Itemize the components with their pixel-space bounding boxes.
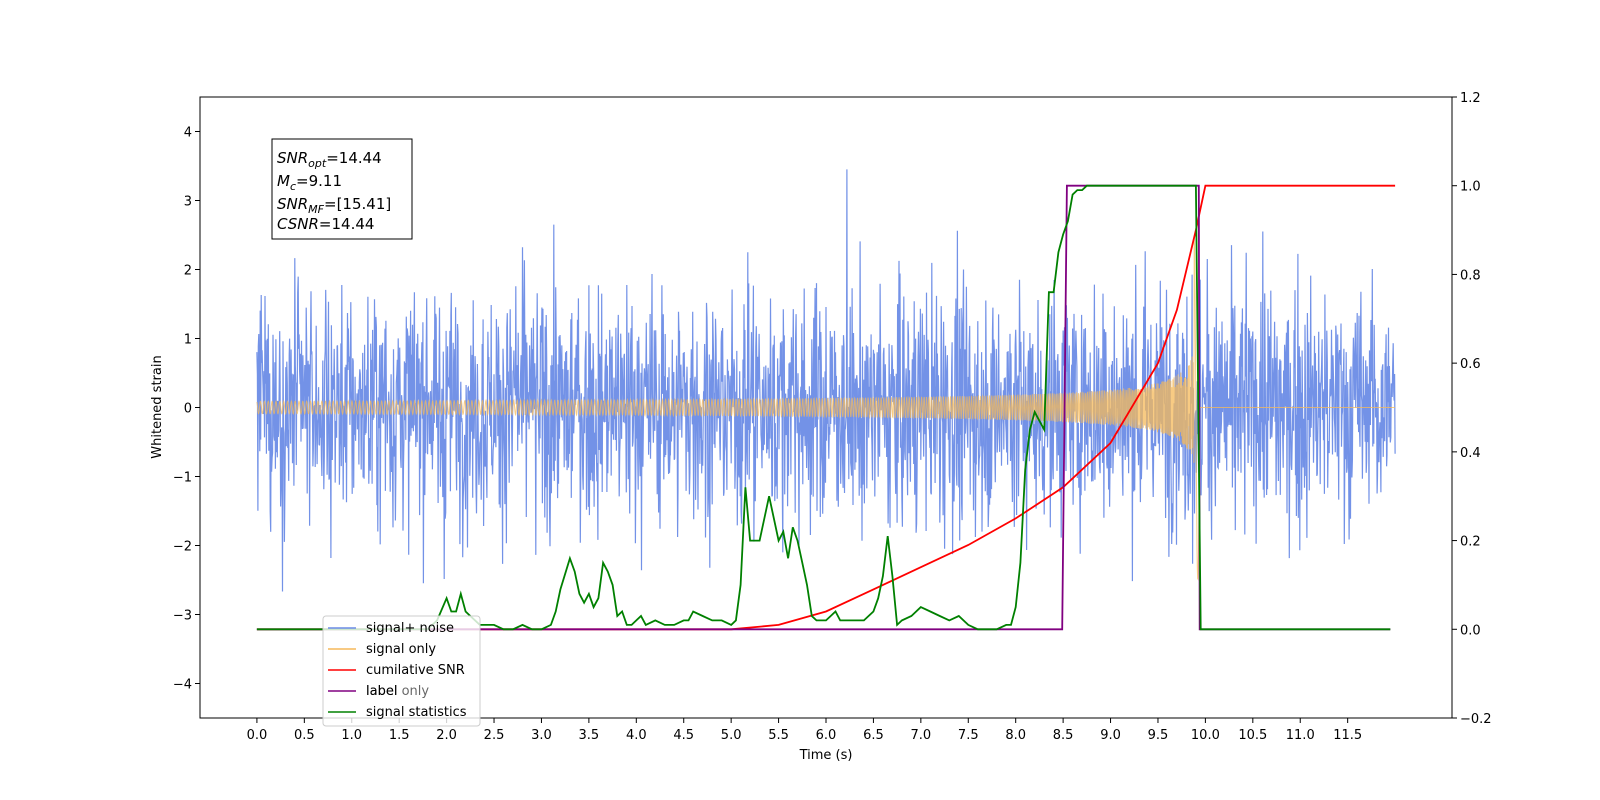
x-tick-label: 0.5 <box>294 728 315 743</box>
x-tick-label: 3.5 <box>579 728 600 743</box>
legend-label: cumilative SNR <box>366 663 465 678</box>
x-tick-label: 5.0 <box>721 728 742 743</box>
series-signal-statistics <box>256 184 1391 631</box>
x-tick-label: 1.5 <box>389 728 410 743</box>
legend: signal+ noise signal only cumilative SNR… <box>322 615 481 727</box>
legend-entry-signal-noise: signal+ noise <box>328 621 454 636</box>
y2-tick-label: 0.4 <box>1460 446 1481 461</box>
annotation-mc: Mc=9.11 <box>277 172 342 193</box>
series-cumulative-snr <box>256 184 1396 631</box>
legend-hidden-label: label only <box>366 684 429 699</box>
y2-tick-label: 0.6 <box>1460 357 1481 372</box>
legend-label: signal statistics <box>366 705 467 720</box>
x-tick-label: 9.0 <box>1100 728 1121 743</box>
y-tick-label: 1 <box>184 333 192 348</box>
y2-tick-label: 0.8 <box>1460 268 1481 283</box>
y-axis-right: −0.2 0.0 0.2 0.4 0.6 0.8 1.0 1.2 <box>1452 91 1492 727</box>
series-signal-only <box>256 236 1396 581</box>
x-axis: 0.0 0.5 1.0 1.5 2.0 2.5 3.0 3.5 4.0 4.5 5.0 5.5 6.0 6… <box>247 718 1362 743</box>
legend-entry-cumulative-snr: cumilative SNR <box>328 663 465 678</box>
y-tick-label: −1 <box>173 471 192 486</box>
y-tick-label: 4 <box>184 126 192 141</box>
y-tick-label: −4 <box>173 678 192 693</box>
x-tick-label: 11.5 <box>1333 728 1362 743</box>
legend-label: signal only <box>366 642 436 657</box>
stats-annotation-box: SNRopt=14.44 Mc=9.11 SNRMF=[15.41] CSNR=… <box>271 138 413 240</box>
plot-area <box>256 169 1396 631</box>
x-tick-label: 0.0 <box>247 728 268 743</box>
y-tick-label: −3 <box>173 609 192 624</box>
legend-entry-signal-only: signal only <box>328 642 436 657</box>
x-tick-label: 11.0 <box>1286 728 1315 743</box>
y2-tick-label: 1.2 <box>1460 91 1481 106</box>
legend-entry-signal-statistics: signal statistics <box>328 705 467 720</box>
x-tick-label: 8.0 <box>1005 728 1026 743</box>
legend-label: label <box>366 684 397 699</box>
y-tick-label: 3 <box>184 195 192 210</box>
y2-tick-label: −0.2 <box>1460 712 1492 727</box>
y-tick-label: 2 <box>184 264 192 279</box>
y2-tick-label: 1.0 <box>1460 180 1481 195</box>
y-tick-label: 0 <box>184 402 192 417</box>
legend-frame <box>322 615 481 727</box>
y-axis-label: Whitened strain <box>150 355 165 458</box>
annotation-snr-opt: SNRopt=14.44 <box>277 149 382 170</box>
x-tick-label: 6.5 <box>863 728 884 743</box>
x-tick-label: 7.5 <box>958 728 979 743</box>
x-tick-label: 6.0 <box>816 728 837 743</box>
annotation-frame <box>271 138 413 240</box>
x-tick-label: 5.5 <box>768 728 789 743</box>
annotation-snr-mf: SNRMF=[15.41] <box>277 195 391 216</box>
x-tick-label: 7.0 <box>911 728 932 743</box>
x-tick-label: 4.0 <box>626 728 647 743</box>
x-axis-label: Time (s) <box>799 748 853 763</box>
annotation-csnr: CSNR=14.44 <box>277 215 374 233</box>
y-tick-label: −2 <box>173 540 192 555</box>
x-tick-label: 10.0 <box>1191 728 1220 743</box>
y2-tick-label: 0.2 <box>1460 535 1481 550</box>
x-tick-label: 1.0 <box>341 728 362 743</box>
x-tick-label: 8.5 <box>1053 728 1074 743</box>
legend-entry-label: label only label <box>328 684 429 699</box>
series-signal-noise <box>256 169 1396 592</box>
x-tick-label: 2.5 <box>484 728 505 743</box>
y-axis-left: −4 −3 −2 −1 0 1 2 3 4 <box>173 126 200 693</box>
x-tick-label: 9.5 <box>1148 728 1169 743</box>
legend-label: signal+ noise <box>366 621 454 636</box>
x-tick-label: 2.0 <box>436 728 457 743</box>
x-tick-label: 10.5 <box>1238 728 1267 743</box>
x-tick-label: 4.5 <box>673 728 694 743</box>
y2-tick-label: 0.0 <box>1460 623 1481 638</box>
x-tick-label: 3.0 <box>531 728 552 743</box>
